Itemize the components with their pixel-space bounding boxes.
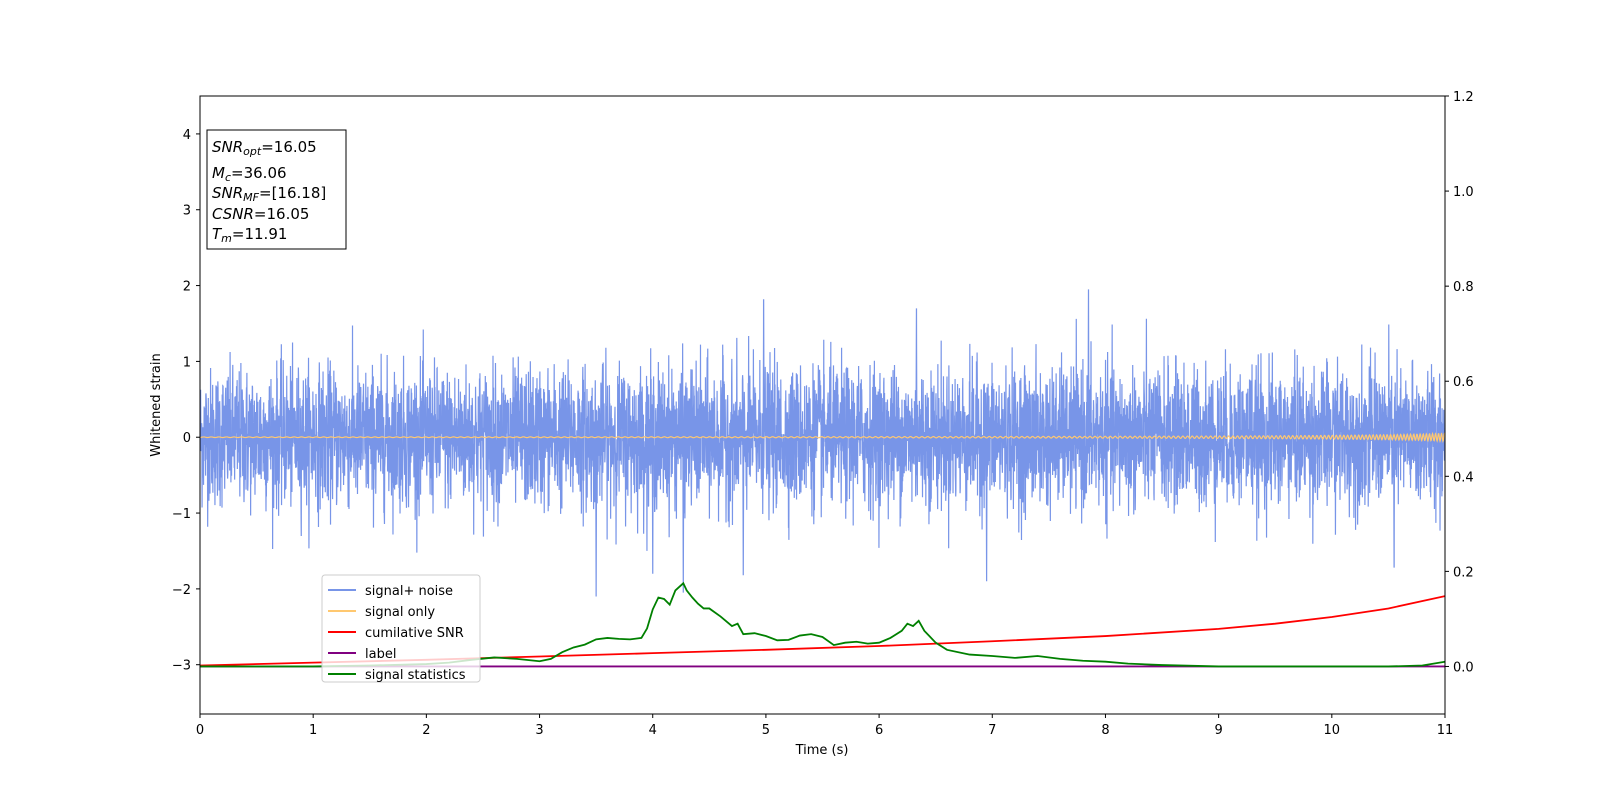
- y-tick-label: 4: [183, 128, 191, 143]
- x-tick-label: 6: [875, 723, 883, 738]
- series-signal-statistics: [200, 581, 1445, 668]
- legend-frame: [321, 574, 481, 683]
- x-tick-label: 8: [1101, 723, 1109, 738]
- y2-tick-label: 0.4: [1453, 470, 1474, 485]
- y-tick-label: 0: [183, 431, 191, 446]
- y2-tick-label: 1.0: [1453, 185, 1474, 200]
- plot-frame: [199, 95, 1446, 715]
- y-tick-label: −3: [172, 659, 191, 674]
- x-tick-label: 3: [535, 723, 543, 738]
- y2-tick-label: 0.8: [1453, 280, 1474, 295]
- legend-label: signal only: [365, 605, 435, 620]
- legend-label: cumilative SNR: [365, 626, 464, 641]
- x-tick-label: 5: [762, 723, 770, 738]
- legend: signal+ noise signal only cumilative SNR la…: [321, 574, 481, 683]
- x-tick-label: 1: [309, 723, 317, 738]
- x-tick-label: 11: [1437, 723, 1454, 738]
- info-box: SNRopt=16.05 Mc=36.06SNRMF=[16.18]CSNR=16…: [206, 129, 347, 250]
- y-tick-label: −1: [172, 507, 191, 522]
- x-tick-label: 9: [1214, 723, 1222, 738]
- legend-label: signal statistics: [365, 668, 466, 683]
- y-tick-label: 3: [183, 204, 191, 219]
- y2-tick-label: 1.2: [1453, 90, 1474, 105]
- info-line: Tm=11.91: [212, 225, 287, 245]
- y-tick-label: 1: [183, 355, 191, 370]
- legend-label: label: [365, 647, 396, 662]
- info-box-frame: [206, 129, 347, 250]
- x-tick-label: 2: [422, 723, 430, 738]
- x-tick-label: 0: [196, 723, 204, 738]
- y2-tick-label: 0.2: [1453, 565, 1474, 580]
- y-tick-label: 2: [183, 280, 191, 295]
- series-layer: [200, 289, 1445, 668]
- x-tick-label: 4: [649, 723, 657, 738]
- series-signal-noise: [200, 289, 1445, 597]
- x-axis-label: Time (s): [795, 743, 849, 758]
- y-tick-label: −2: [172, 583, 191, 598]
- info-line: CSNR=16.05: [212, 205, 309, 223]
- legend-label: signal+ noise: [365, 584, 453, 599]
- info-line: SNRopt=16.05: [212, 138, 317, 158]
- series-signal-only: [200, 431, 1445, 444]
- axes-layer: 0 1 2 3 4 5 6 7 8 9 10 1143210−1−2−31.21.00.80.60.4…: [172, 90, 1474, 738]
- x-tick-label: 7: [988, 723, 996, 738]
- y-axis-label: Whitened strain: [149, 353, 164, 456]
- info-line: SNRMF=[16.18]: [212, 184, 326, 204]
- info-line: Mc=36.06: [212, 164, 287, 184]
- y2-tick-label: 0.0: [1453, 660, 1474, 675]
- y2-tick-label: 0.6: [1453, 375, 1474, 390]
- x-tick-label: 10: [1324, 723, 1341, 738]
